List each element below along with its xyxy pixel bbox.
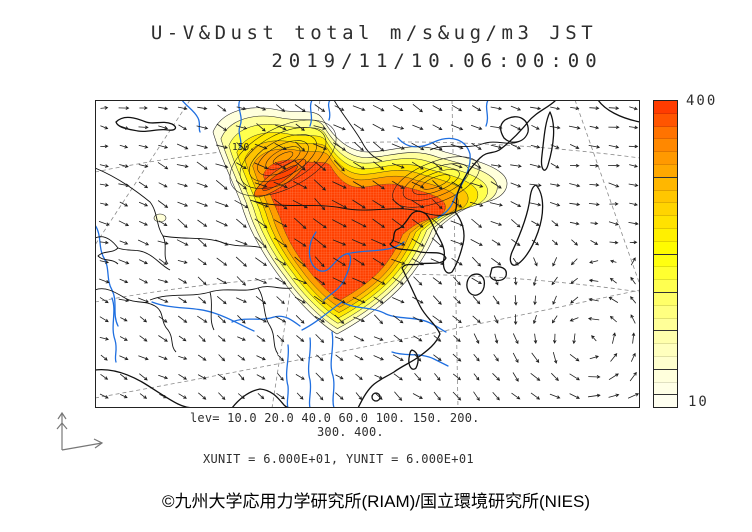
map-canvas: 150. [95, 100, 640, 408]
colorbar-max-label: 400 [686, 93, 718, 109]
wind-arrows-path [98, 103, 640, 402]
contour-value-label: 150. [232, 142, 255, 153]
colorbar-cell [654, 331, 677, 345]
plot-title: U-V&Dust total m/s&ug/m3 JST [150, 22, 598, 44]
colorbar-cell [654, 369, 677, 383]
colorbar-cell [654, 203, 677, 217]
colorbar-cell [654, 344, 677, 357]
colorbar-cell [654, 356, 677, 370]
colorbar-cell [654, 216, 677, 229]
colorbar [653, 100, 678, 408]
colorbar-cell [654, 395, 677, 408]
colorbar-min-label: 10 [688, 394, 709, 410]
colorbar-cell [654, 267, 677, 281]
colorbar-cell [654, 241, 677, 255]
colorbar-cell [654, 152, 677, 165]
colorbar-cell [654, 126, 677, 140]
colorbar-cell [654, 228, 677, 242]
vector-unit-line: XUNIT = 6.000E+01, YUNIT = 6.000E+01 [203, 452, 474, 466]
colorbar-cell [654, 305, 677, 319]
colorbar-cell [654, 280, 677, 293]
colorbar-cell [654, 254, 677, 268]
colorbar-cell [654, 113, 677, 127]
colorbar-cell [654, 382, 677, 396]
coastline-borders [95, 100, 640, 408]
colorbar-cell [654, 292, 677, 306]
river-lines [95, 100, 489, 408]
copyright-credit: ©九州大学応用力学研究所(RIAM)/国立環境研究所(NIES) [161, 492, 591, 511]
wind-vectors [98, 103, 640, 402]
colorbar-cell [654, 139, 677, 153]
unit-vector-indicator [38, 405, 113, 460]
colorbar-cell [654, 177, 677, 191]
colorbar-cell [654, 318, 677, 332]
contour-levels-line1: lev= 10.0 20.0 40.0 60.0 100. 150. 200. [190, 411, 480, 425]
colorbar-cell [654, 190, 677, 204]
map-svg: 150. [95, 100, 640, 408]
colorbar-cell [654, 164, 677, 178]
dust-core-hatch [263, 159, 446, 301]
colorbar-cell [654, 101, 677, 114]
map-frame [95, 100, 640, 408]
contour-levels-line2: 300. 400. [317, 425, 384, 439]
plot-datetime: 2019/11/10.06:00:00 [271, 50, 603, 72]
